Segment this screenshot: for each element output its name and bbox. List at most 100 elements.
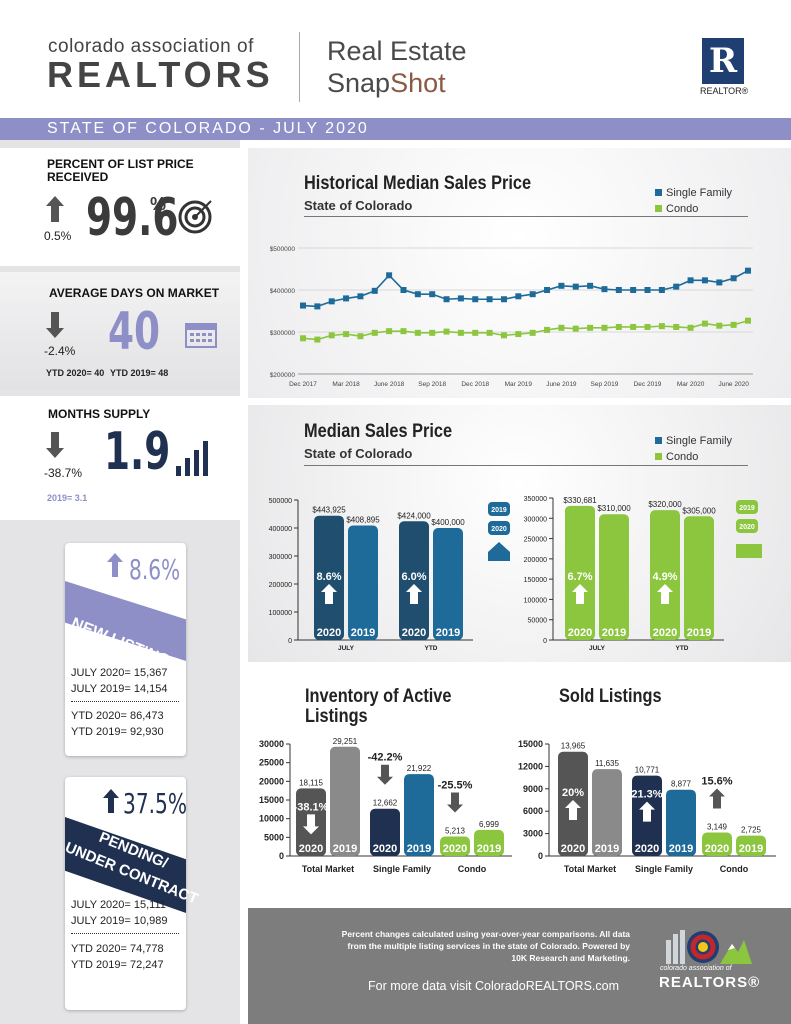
data-point [572, 283, 579, 290]
bar-2019 [666, 789, 696, 856]
x-tick-label: June 2018 [374, 381, 405, 388]
data-point [300, 302, 306, 309]
historical-legend-sf: Single Family [655, 187, 732, 199]
data-point [443, 328, 450, 335]
data-point [601, 286, 608, 293]
x-tick-label: Dec 2018 [461, 381, 489, 388]
data-point [328, 298, 335, 305]
data-label: 3,149 [707, 822, 728, 831]
data-point [314, 303, 321, 310]
state-banner-text: STATE OF COLORADO - JULY 2020 [47, 120, 369, 137]
state-banner: STATE OF COLORADO - JULY 2020 [0, 118, 791, 140]
category-label: Total Market [302, 864, 354, 874]
y-tick-label: 25000 [259, 758, 284, 768]
legend-tag-2020 [488, 521, 510, 535]
data-label: $443,925 [312, 506, 346, 515]
inventory-title-1: Inventory of Active [305, 686, 452, 707]
bar-2019 [684, 516, 714, 640]
pct-list-label: PERCENT OF LIST PRICE RECEIVED [47, 157, 194, 184]
change-label: 6.7% [567, 571, 592, 583]
report-subtitle-shot: Shot [390, 68, 446, 98]
data-point [716, 322, 723, 329]
historical-legend-condo: Condo [655, 203, 698, 215]
legend-tag-2020 [736, 519, 758, 533]
data-point [414, 329, 421, 336]
category-label: Condo [458, 864, 487, 874]
change-label: -42.2% [368, 752, 403, 764]
change-label: 15.6% [701, 775, 732, 787]
x-tick-label: Dec 2019 [634, 381, 662, 388]
target-icon [178, 200, 212, 234]
arrow-up-icon [46, 196, 64, 222]
data-label: $320,000 [648, 500, 682, 509]
card-new-listings: 8.6% NEW LISTINGS JULY 2020= 15,367 JULY… [65, 543, 186, 756]
bar-year-label: 2020 [635, 843, 659, 855]
legend-tag-2019-label: 2019 [491, 507, 507, 514]
median-rule [304, 465, 748, 466]
change-label: 4.9% [652, 571, 677, 583]
bar-2019 [330, 746, 360, 856]
data-point [558, 282, 565, 289]
data-label: 8,877 [671, 780, 692, 789]
bar-year-label: 2020 [402, 627, 426, 639]
y-tick-label: 0 [279, 851, 284, 861]
data-point [544, 326, 551, 333]
data-point [328, 332, 335, 339]
bar-year-label: 2019 [739, 843, 763, 855]
new-listings-jul2019: JULY 2019= 14,154 [71, 683, 168, 695]
y-tick-label: 100000 [524, 597, 547, 604]
bar-year-label: 2019 [477, 843, 501, 855]
pct-list-change: 0.5% [44, 229, 72, 243]
x-tick-label: June 2020 [718, 381, 749, 388]
data-label: 29,251 [333, 737, 358, 746]
data-point [515, 293, 522, 300]
pct-list-value: 99.6 [86, 188, 179, 248]
panel-historical-bg [248, 148, 791, 398]
data-point [500, 332, 507, 339]
data-label: $305,000 [682, 506, 716, 515]
data-label: 12,662 [373, 799, 398, 808]
y-tick-label: 5000 [264, 832, 284, 842]
category-label: YTD [425, 645, 438, 652]
bar-2019 [433, 528, 463, 640]
y-tick-label: 6000 [523, 806, 543, 816]
data-point [730, 321, 737, 328]
series-line [302, 319, 749, 341]
arrow-down-icon [46, 432, 64, 458]
arrow-up-icon [657, 584, 673, 604]
data-point [457, 295, 464, 302]
arrow-up-icon [639, 801, 655, 822]
card-supply: MONTHS SUPPLY -38.7% 1.9 2019= 3.1 [0, 396, 240, 520]
pending-divider [71, 933, 179, 934]
arrow-up-icon [107, 553, 123, 577]
data-point [587, 282, 594, 289]
median-legend-sf: Single Family [655, 435, 732, 447]
y-tick-label: 300000 [524, 516, 547, 523]
bar-year-label: 2019 [669, 843, 693, 855]
y-tick-label: 150000 [524, 577, 547, 584]
bar-year-label: 2019 [333, 843, 357, 855]
data-point [400, 328, 407, 335]
card-pending: 37.5% PENDING/ UNDER CONTRACT JULY 2020=… [63, 777, 200, 1010]
data-point [601, 324, 608, 331]
historical-legend-sf-text: Single Family [666, 187, 733, 199]
bar-2020 [650, 510, 680, 640]
data-point [472, 296, 479, 303]
legend-tag-2019-label: 2019 [739, 505, 755, 512]
bar-2019 [348, 525, 378, 640]
median-legend-condo-text: Condo [666, 451, 699, 463]
supply-label: MONTHS SUPPLY [48, 407, 151, 421]
x-tick-label: Sep 2019 [591, 381, 619, 388]
footer-link[interactable]: For more data visit ColoradoREALTORS.com [368, 979, 620, 993]
data-point [472, 329, 479, 336]
bar-year-label: 2019 [351, 627, 375, 639]
median-condo-bar-chart: 0 50000 100000 150000 200000 250000 300000 3500… [524, 496, 762, 652]
x-tick-label: Mar 2018 [332, 381, 360, 388]
bar-year-label: 2020 [317, 627, 341, 639]
data-point [500, 296, 507, 303]
y-tick-label: 30000 [259, 739, 284, 749]
data-point [673, 323, 680, 330]
data-label: 10,771 [635, 766, 660, 775]
data-point [730, 275, 737, 282]
data-point [386, 272, 393, 279]
